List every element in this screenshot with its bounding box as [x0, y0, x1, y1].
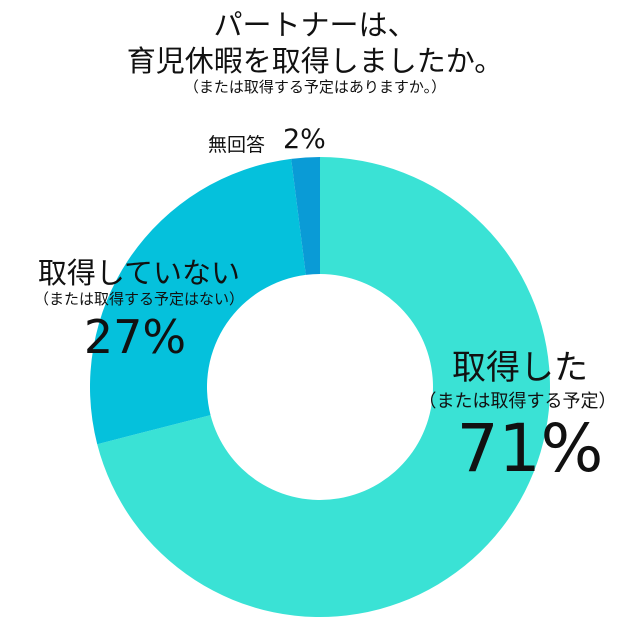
- chart-title-line1: パートナーは、: [213, 8, 417, 42]
- slice-label-taken: 取得した: [452, 348, 588, 388]
- donut-slice-not-taken: [89, 158, 306, 445]
- slice-label-no-answer: 無回答: [208, 134, 266, 156]
- slice-sublabel-taken: （または取得する予定）: [418, 391, 617, 412]
- chart-title-line2: 育児休暇を取得しましたか。: [126, 44, 504, 78]
- slice-value-taken: 71%: [456, 410, 604, 487]
- chart-subtitle: （または取得する予定はありますか。）: [183, 78, 447, 96]
- donut-slice-taken: [97, 157, 551, 617]
- donut-slice-no-answer: [291, 157, 320, 275]
- slice-value-no-answer: 2%: [283, 124, 326, 155]
- slice-value-not-taken: 27%: [83, 310, 187, 364]
- slice-sublabel-not-taken: （または取得する予定はない）: [33, 290, 244, 308]
- slice-label-not-taken: 取得していない: [37, 256, 241, 290]
